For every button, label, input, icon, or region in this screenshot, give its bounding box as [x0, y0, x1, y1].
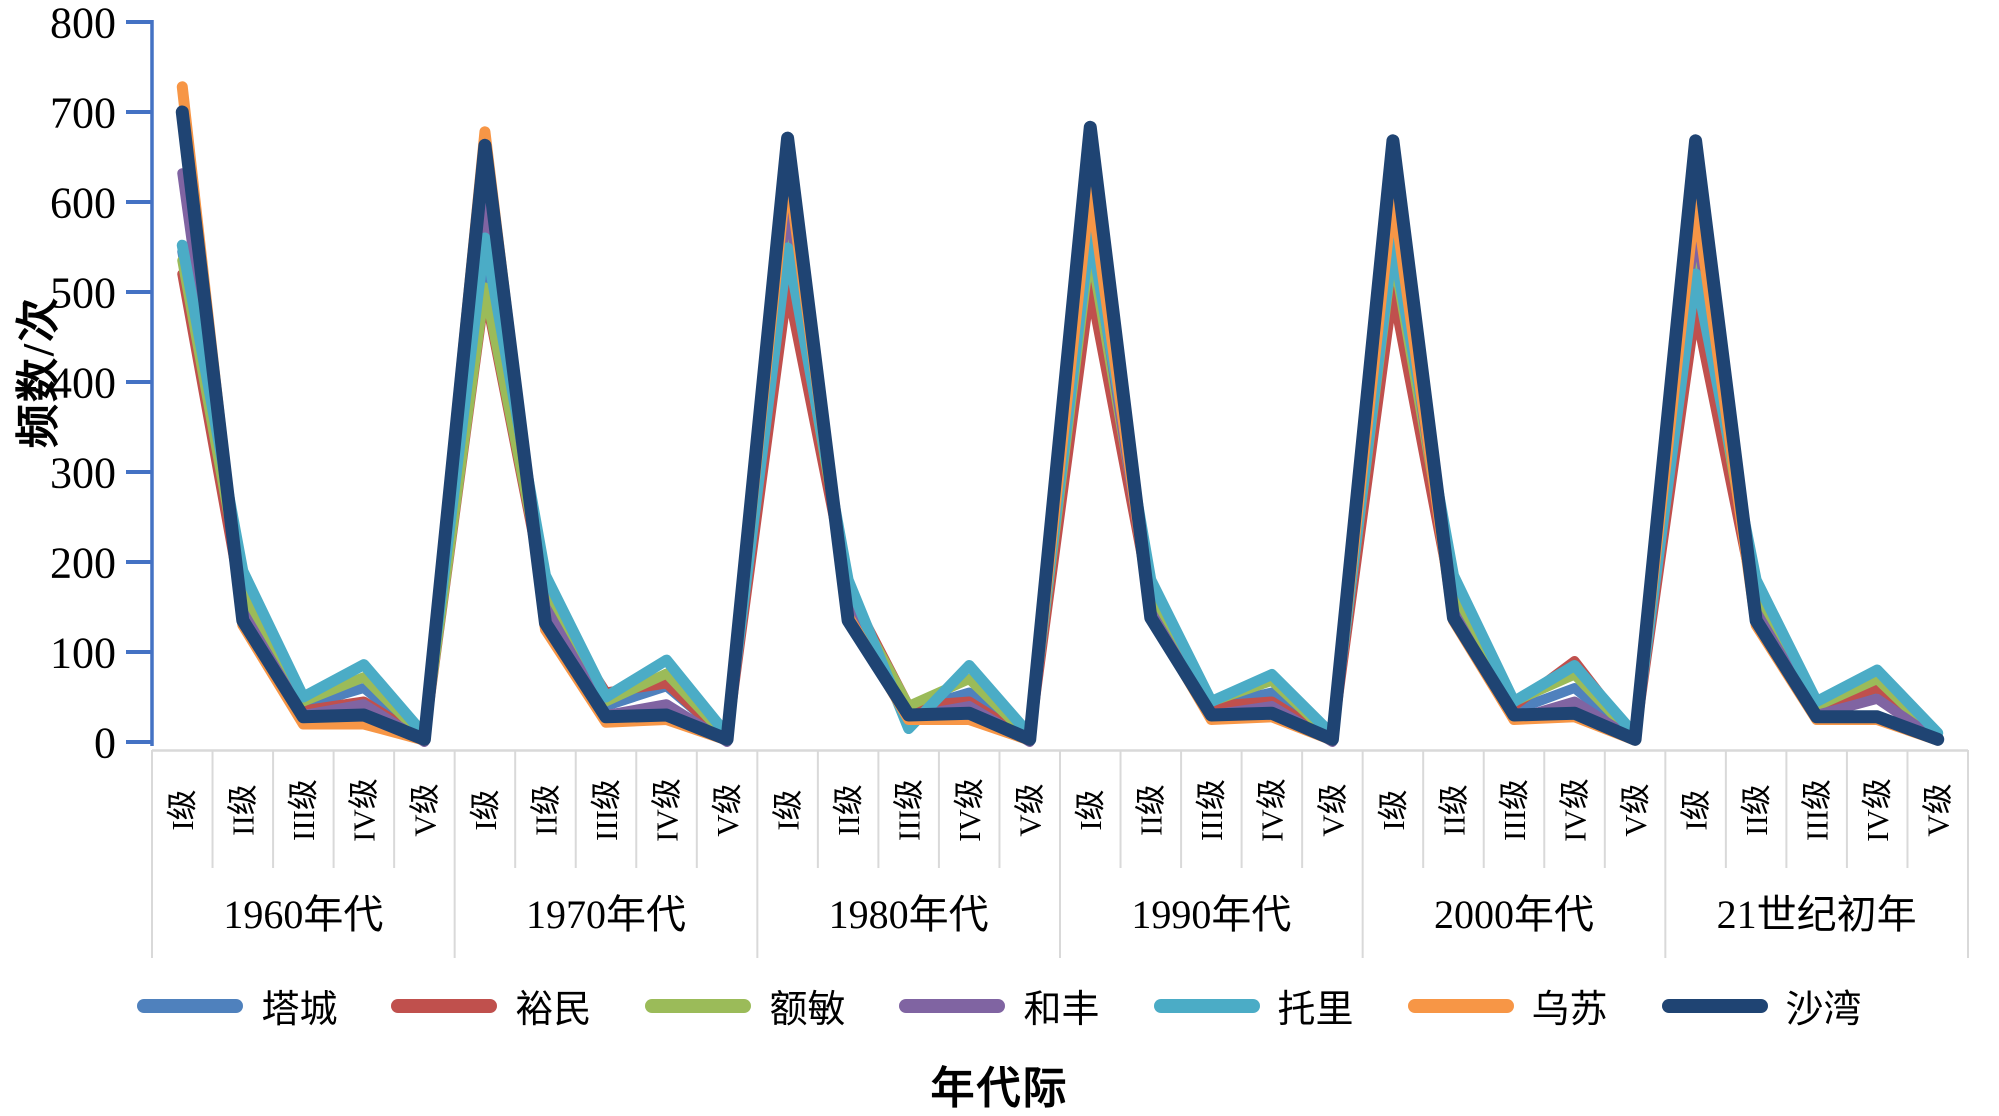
category-label: II级	[1134, 784, 1169, 836]
category-label: I级	[770, 789, 805, 830]
category-label: II级	[528, 784, 563, 836]
category-label: V级	[1921, 783, 1956, 836]
legend-item-裕民: 裕民	[391, 978, 591, 1033]
group-label: 1960年代	[223, 892, 383, 937]
x-axis-title: 年代际	[930, 1064, 1069, 1113]
y-tick-label: 400	[50, 358, 116, 407]
series-line-沙湾	[175, 105, 1945, 746]
category-label: II级	[1436, 784, 1471, 836]
group-label: 2000年代	[1434, 892, 1594, 937]
category-label: V级	[1013, 783, 1048, 836]
category-label: III级	[1194, 779, 1229, 841]
category-label: III级	[286, 779, 321, 841]
legend-swatch	[137, 998, 244, 1013]
category-label: IV级	[952, 778, 987, 842]
category-label: III级	[892, 779, 927, 841]
y-tick-label: 700	[50, 88, 116, 137]
legend-swatch	[391, 998, 498, 1013]
group-label: 1980年代	[829, 892, 989, 937]
y-tick-label: 200	[50, 538, 116, 587]
y-tick-label: 500	[50, 268, 116, 317]
category-label: IV级	[1557, 778, 1592, 842]
category-label: V级	[1315, 783, 1350, 836]
category-label: III级	[1800, 779, 1835, 841]
legend-swatch	[899, 998, 1006, 1013]
legend-label: 乌苏	[1531, 989, 1608, 1031]
category-label: I级	[1376, 789, 1411, 830]
legend-swatch	[645, 998, 752, 1013]
category-label: III级	[1497, 779, 1532, 841]
legend-item-额敏: 额敏	[645, 978, 845, 1033]
y-tick-label: 100	[50, 628, 116, 677]
category-label: II级	[226, 784, 261, 836]
category-label: II级	[831, 784, 866, 836]
category-label: II级	[1739, 784, 1774, 836]
category-label: I级	[165, 789, 200, 830]
legend-label: 沙湾	[1785, 989, 1862, 1031]
legend-label: 裕民	[515, 989, 592, 1031]
y-tick-label: 600	[50, 178, 116, 227]
category-label: V级	[710, 783, 745, 836]
category-label: I级	[468, 789, 503, 830]
category-label: IV级	[1860, 778, 1895, 842]
group-label: 1990年代	[1131, 892, 1291, 937]
category-label: V级	[1618, 783, 1653, 836]
legend-label: 额敏	[769, 989, 846, 1031]
category-label: IV级	[1255, 778, 1290, 842]
y-tick-label: 300	[50, 448, 116, 497]
legend-label: 塔城	[261, 989, 338, 1031]
category-label: V级	[407, 783, 442, 836]
category-label: I级	[1073, 789, 1108, 830]
y-tick-label: 800	[50, 0, 116, 47]
y-axis-title: 频数/次	[14, 295, 63, 449]
legend-item-塔城: 塔城	[137, 978, 337, 1033]
y-tick-label: 0	[94, 718, 116, 767]
legend-swatch	[1153, 998, 1260, 1013]
legend-label: 托里	[1277, 989, 1354, 1031]
legend-item-托里: 托里	[1153, 978, 1354, 1033]
legend: 塔城 裕民 额敏 和丰 托里 乌苏 沙湾	[0, 978, 1999, 1033]
group-label: 1970年代	[526, 892, 686, 937]
group-label: 21世纪初年	[1717, 892, 1917, 937]
legend-label: 和丰	[1023, 989, 1100, 1031]
category-label: IV级	[649, 778, 684, 842]
category-label: I级	[1678, 789, 1713, 830]
category-label: III级	[589, 779, 624, 841]
legend-swatch	[1661, 998, 1768, 1013]
legend-swatch	[1407, 998, 1514, 1013]
legend-item-沙湾: 沙湾	[1661, 978, 1862, 1033]
legend-item-乌苏: 乌苏	[1407, 978, 1608, 1033]
legend-item-和丰: 和丰	[899, 978, 1100, 1033]
category-label: IV级	[347, 778, 382, 842]
